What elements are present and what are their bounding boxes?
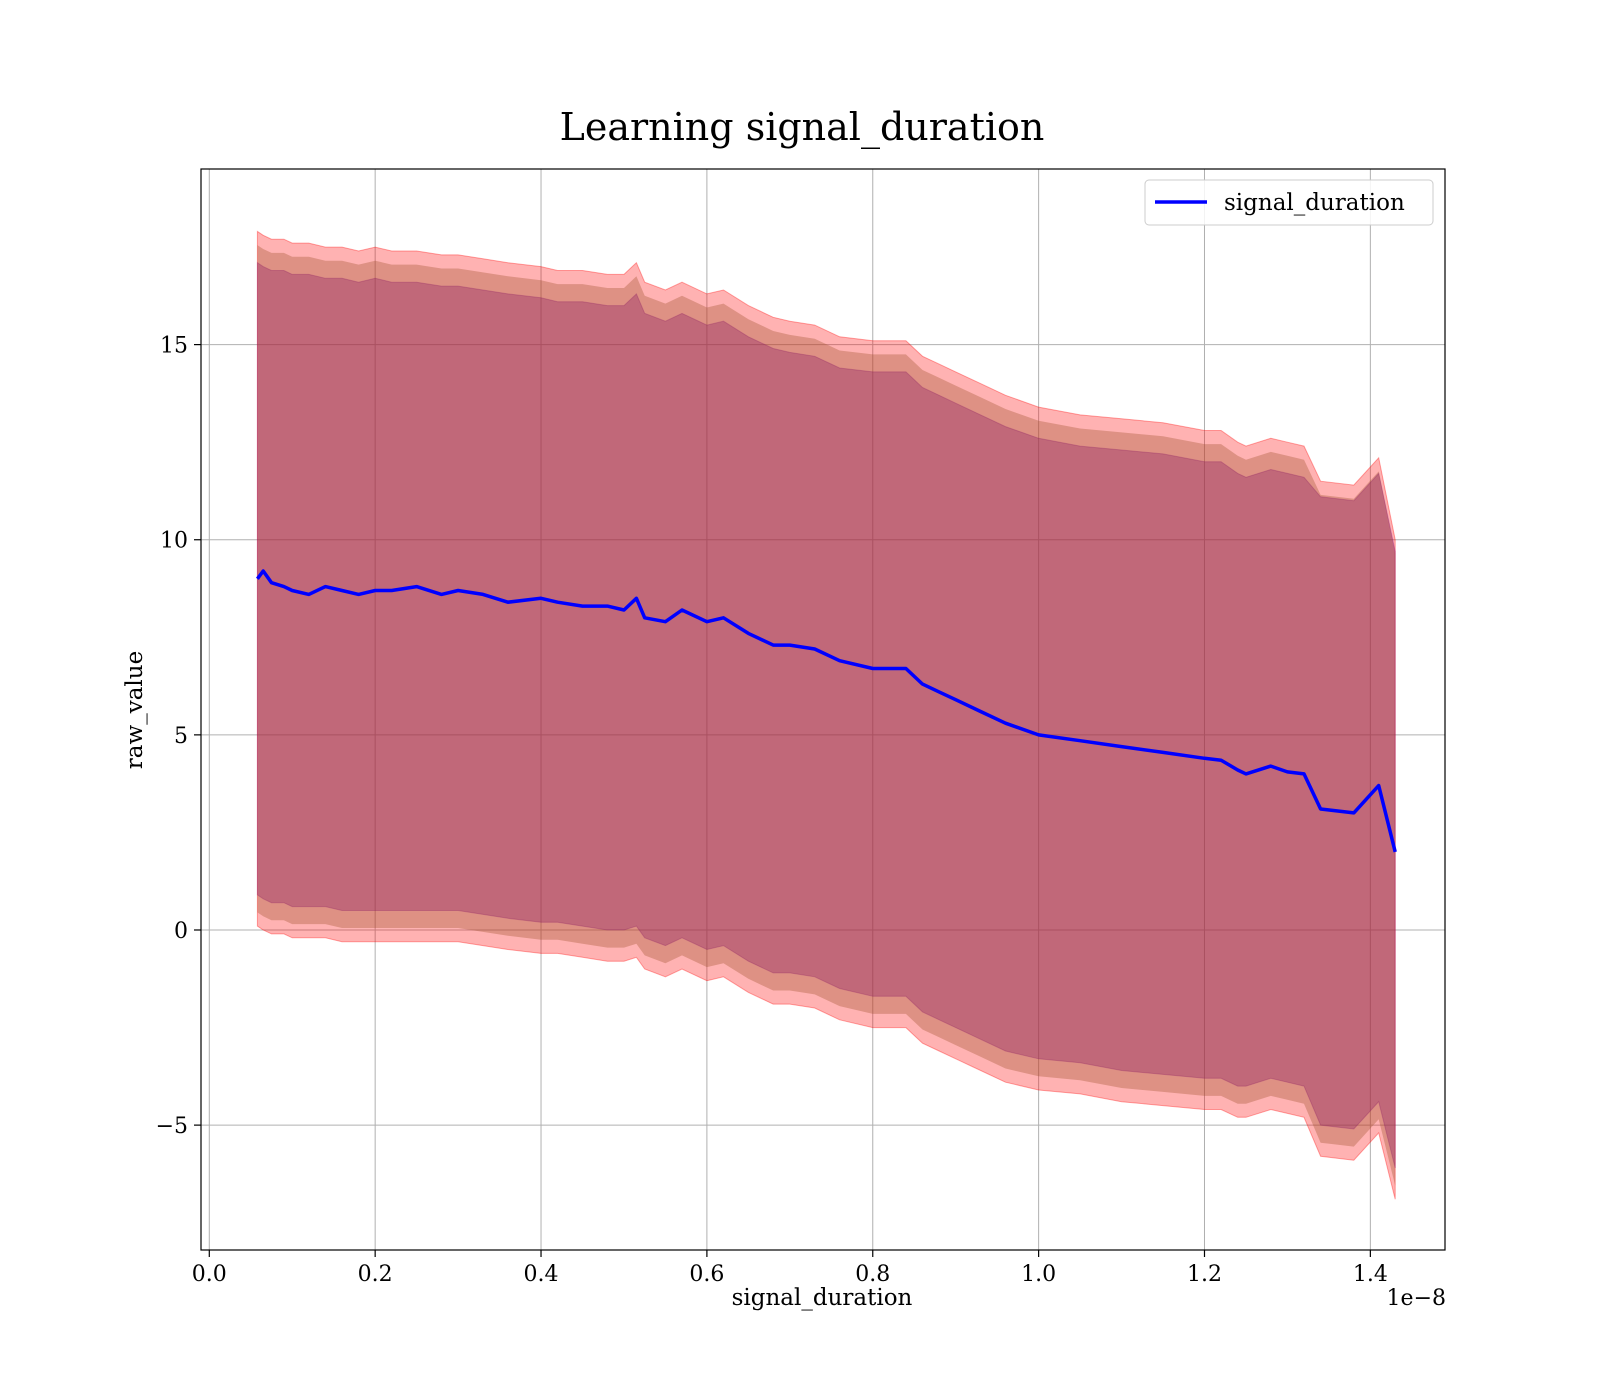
chart-title: Learning signal_duration — [560, 105, 1045, 150]
y-tick-label: 10 — [160, 529, 188, 554]
legend: signal_duration — [1144, 179, 1434, 226]
confidence-bands — [256, 230, 1396, 1200]
x-tick-label: 0.8 — [855, 1262, 890, 1287]
x-axis-offset-label: 1e−8 — [1387, 1286, 1446, 1311]
y-axis-ticks: −5 0 5 10 15 — [156, 334, 201, 1139]
legend-box — [1144, 179, 1434, 226]
plot-frame — [200, 168, 1446, 1251]
y-tick-label: 15 — [160, 334, 188, 359]
x-tick-label: 0.4 — [524, 1262, 559, 1287]
band-inner — [256, 261, 1396, 1169]
x-axis-title: signal_duration — [732, 1285, 913, 1311]
legend-label: signal_duration — [1224, 190, 1405, 216]
series-line-signal-duration — [255, 569, 1397, 853]
x-tick-label: 0.6 — [689, 1262, 724, 1287]
x-tick-label: 1.2 — [1187, 1262, 1222, 1287]
y-tick-label: −5 — [156, 1114, 188, 1139]
x-tick-label: 1.0 — [1021, 1262, 1056, 1287]
x-tick-label: 0.0 — [192, 1262, 227, 1287]
y-tick-label: 5 — [174, 724, 188, 749]
y-axis-title: raw_value — [122, 651, 148, 769]
y-tick-label: 0 — [174, 919, 188, 944]
x-axis-ticks: 0.0 0.2 0.4 0.6 0.8 1.0 1.2 1.4 — [192, 1250, 1388, 1287]
x-tick-label: 1.4 — [1353, 1262, 1388, 1287]
x-tick-label: 0.2 — [358, 1262, 393, 1287]
band-overlap — [257, 245, 1396, 1186]
band-outer — [256, 230, 1396, 1200]
grid — [201, 169, 1445, 1250]
